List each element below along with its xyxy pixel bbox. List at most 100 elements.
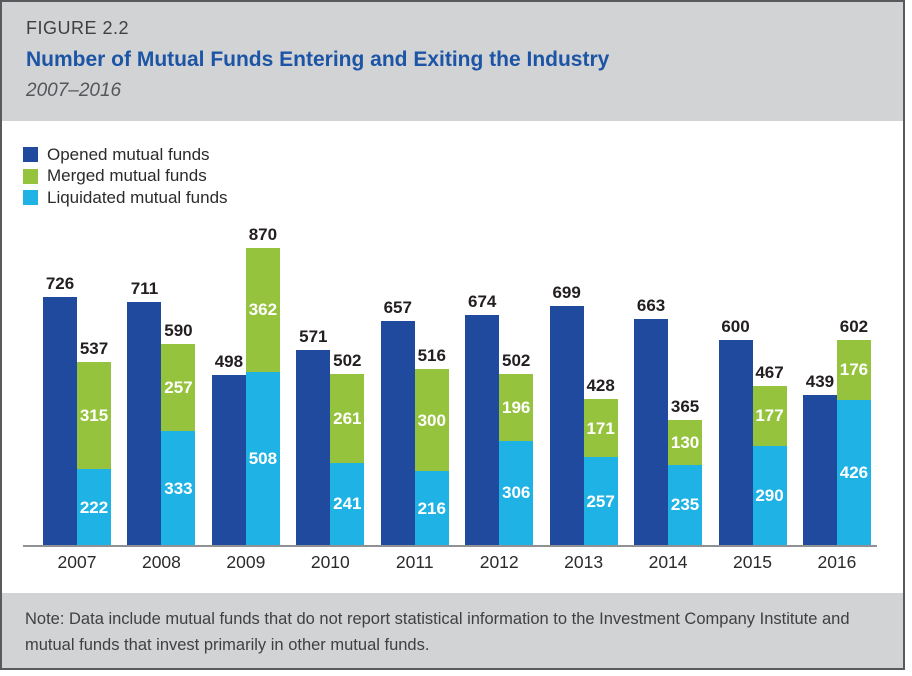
liquidated-value-label: 241 — [333, 494, 362, 514]
year-axis-label: 2012 — [479, 552, 519, 572]
year-axis-label: 2015 — [733, 552, 772, 572]
stacked-total-label: 428 — [586, 375, 615, 395]
merged-value-label: 130 — [670, 433, 700, 453]
opened-bar: 498 — [211, 353, 246, 545]
merged-segment: 177 — [752, 385, 787, 446]
opened-value-label: 674 — [468, 291, 497, 311]
legend-label-liquidated: Liquidated mutual funds — [47, 187, 228, 207]
opened-value-label: 498 — [214, 352, 244, 371]
legend: Opened mutual funds Merged mutual funds Li… — [23, 144, 228, 209]
year-axis-label: 2009 — [226, 552, 266, 572]
stacked-bar: 602 176 426 — [836, 318, 871, 546]
merged-segment: 257 — [161, 343, 196, 432]
liquidated-value-label: 235 — [670, 495, 700, 515]
stacked-bar: 428 171 257 — [583, 377, 618, 545]
liquidated-segment: 222 — [77, 469, 111, 545]
opened-bar: 657 — [380, 299, 415, 545]
stacked-bar: 516 300 216 — [414, 347, 449, 545]
stacked-bar: 590 257 333 — [161, 322, 196, 545]
year-group-2009: 498 870 362 508 2009 — [211, 226, 280, 571]
merged-value-label: 196 — [502, 397, 531, 417]
merged-segment: 196 — [499, 373, 534, 441]
stacked-bar: 870 362 508 — [245, 226, 280, 545]
opened-value-label: 726 — [45, 274, 75, 294]
year-axis-label: 2013 — [564, 552, 604, 572]
year-axis-label: 2007 — [57, 552, 97, 572]
opened-value-label: 657 — [383, 297, 412, 317]
year-group-2016: 439 602 176 426 2016 — [802, 318, 871, 571]
merged-value-label: 177 — [755, 406, 784, 426]
liquidated-value-label: 508 — [248, 448, 278, 468]
opened-value-label: 711 — [130, 279, 159, 299]
year-axis-label: 2014 — [648, 552, 688, 572]
liquidated-value-label: 290 — [755, 486, 784, 505]
liquidated-segment: 290 — [752, 446, 787, 545]
stacked-total-label: 365 — [670, 397, 700, 417]
figure-title: Number of Mutual Funds Entering and Exit… — [26, 48, 610, 71]
legend-label-merged: Merged mutual funds — [47, 166, 207, 186]
opened-value-label: 600 — [721, 317, 750, 337]
merged-segment: 130 — [668, 420, 703, 465]
merged-segment: 261 — [330, 373, 365, 463]
liquidated-value-label: 426 — [839, 462, 869, 482]
merged-value-label: 362 — [248, 300, 278, 320]
merged-value-label: 257 — [164, 377, 193, 397]
legend-item-opened: Opened mutual funds — [23, 144, 228, 166]
liquidated-segment: 241 — [330, 462, 365, 545]
merged-value-label: 171 — [586, 418, 615, 438]
opened-bar: 600 — [718, 318, 753, 545]
figure-header: FIGURE 2.2 Number of Mutual Funds Enteri… — [2, 2, 903, 121]
opened-value-label: 699 — [552, 283, 581, 303]
merged-segment: 300 — [414, 368, 449, 472]
opened-bar: 699 — [549, 284, 584, 545]
merged-swatch-icon — [23, 168, 38, 184]
opened-bar: 726 — [43, 275, 77, 545]
year-group-2008: 711 590 257 333 2008 — [127, 280, 196, 571]
year-group-2013: 699 428 171 257 2013 — [549, 284, 618, 571]
liquidated-swatch-icon — [23, 190, 38, 206]
merged-value-label: 176 — [839, 360, 869, 380]
opened-bar: 571 — [296, 328, 331, 545]
merged-value-label: 261 — [333, 408, 362, 428]
liquidated-value-label: 222 — [79, 497, 109, 517]
stacked-total-label: 870 — [248, 225, 278, 244]
stacked-bar: 467 177 290 — [752, 364, 787, 545]
stacked-bar: 537 315 222 — [77, 340, 111, 545]
liquidated-segment: 235 — [668, 464, 703, 545]
legend-item-liquidated: Liquidated mutual funds — [23, 187, 228, 209]
merged-value-label: 315 — [79, 405, 109, 425]
opened-bar: 711 — [127, 280, 162, 545]
merged-segment: 171 — [583, 398, 618, 458]
year-axis-label: 2008 — [141, 552, 181, 572]
liquidated-segment: 426 — [836, 399, 871, 545]
liquidated-segment: 306 — [499, 440, 534, 545]
chart-area: Opened mutual funds Merged mutual funds Li… — [2, 121, 903, 593]
year-axis-label: 2010 — [310, 552, 350, 572]
year-group-2011: 657 516 300 216 2011 — [380, 299, 449, 571]
stacked-bar: 365 130 235 — [668, 398, 703, 545]
stacked-total-label: 537 — [79, 338, 109, 358]
opened-bar: 674 — [465, 293, 500, 545]
opened-bar: 663 — [634, 297, 669, 545]
stacked-total-label: 467 — [755, 362, 784, 382]
liquidated-value-label: 257 — [586, 491, 615, 511]
year-group-2012: 674 502 196 306 2012 — [465, 293, 534, 571]
merged-value-label: 300 — [417, 410, 446, 430]
stacked-total-label: 590 — [164, 320, 193, 340]
year-axis-label: 2011 — [395, 552, 434, 572]
opened-swatch-icon — [23, 147, 38, 163]
merged-segment: 176 — [836, 339, 871, 400]
year-group-2014: 663 365 130 235 2014 — [634, 297, 703, 571]
liquidated-value-label: 306 — [502, 483, 531, 503]
year-group-2007: 726 537 315 222 2007 — [43, 275, 111, 571]
opened-value-label: 663 — [636, 295, 666, 315]
stacked-total-label: 516 — [417, 345, 446, 365]
figure-number-label: FIGURE 2.2 — [26, 18, 130, 38]
liquidated-value-label: 333 — [164, 478, 193, 498]
year-group-2010: 571 502 261 241 2010 — [296, 328, 365, 571]
figure-subtitle: 2007–2016 — [26, 80, 122, 101]
opened-value-label: 571 — [299, 327, 328, 347]
opened-bar: 439 — [802, 373, 837, 545]
